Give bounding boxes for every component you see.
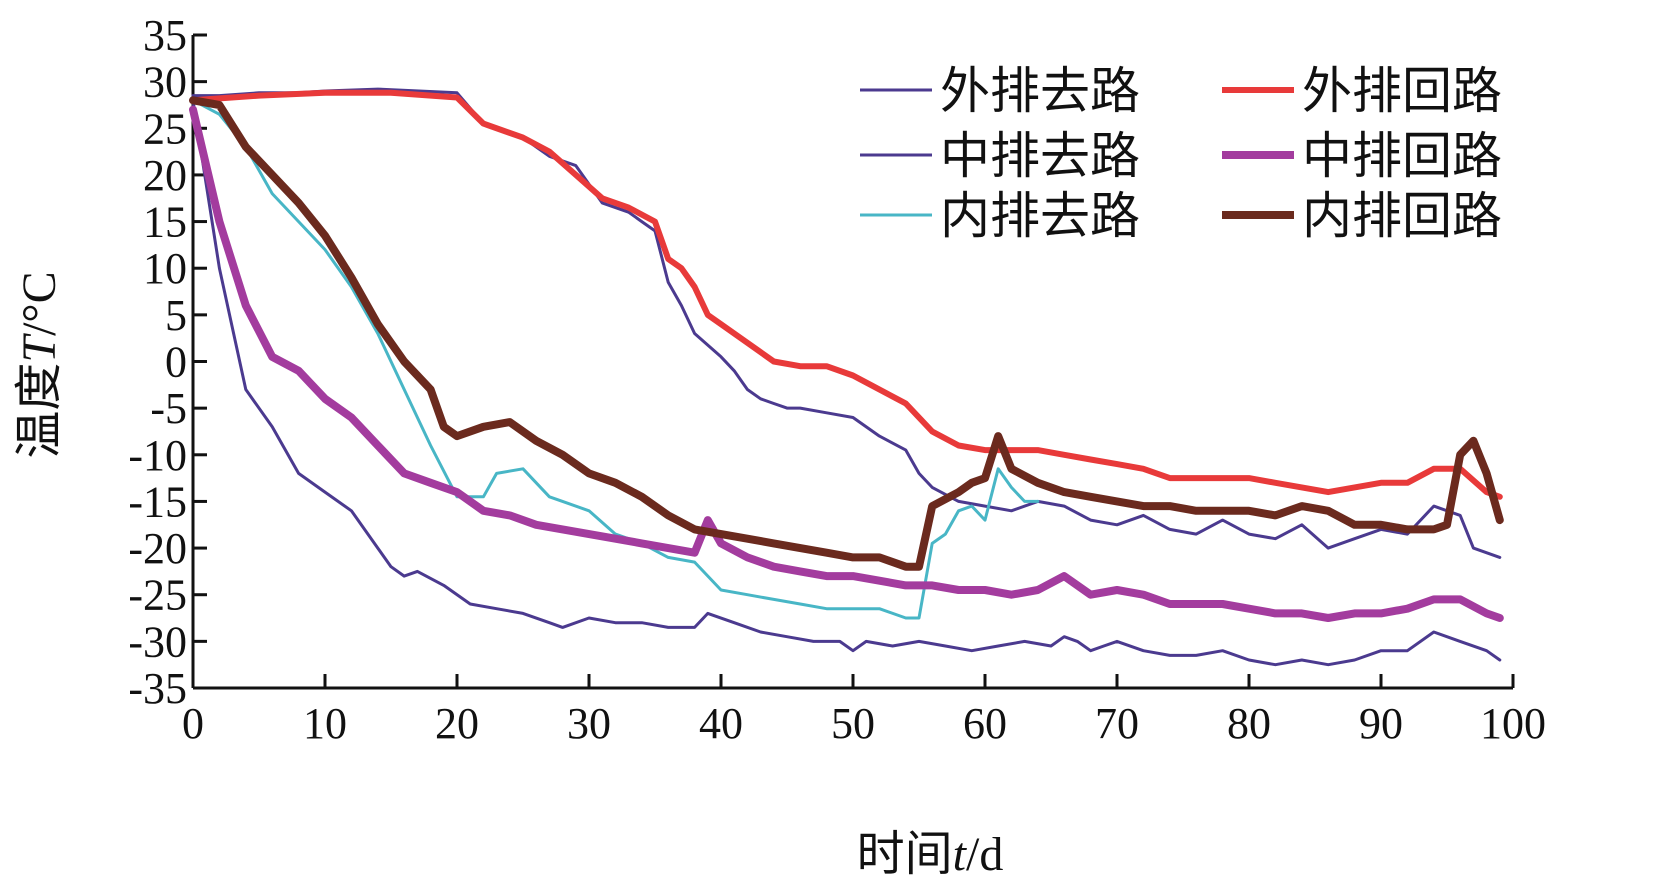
- x-axis-title: 时间t/d: [857, 828, 1004, 881]
- x-tick-label: 70: [1095, 699, 1139, 748]
- y-tick-label: 15: [143, 198, 187, 247]
- y-axis-title: 温度T/°C: [13, 271, 66, 458]
- series-line-3: [191, 98, 1040, 620]
- y-tick-label: -15: [128, 477, 187, 526]
- legend-label-2: 中排去路: [940, 128, 1140, 184]
- series-line-4: [190, 89, 1503, 500]
- series-line-5: [189, 105, 1504, 622]
- x-tick-label: 90: [1359, 699, 1403, 748]
- y-tick-label: -10: [128, 431, 187, 480]
- x-tick-label: 100: [1480, 699, 1546, 748]
- y-tick-label: 10: [143, 244, 187, 293]
- x-tick-label: 0: [182, 699, 204, 748]
- x-tick-label: 20: [435, 699, 479, 748]
- x-tick-label: 40: [699, 699, 743, 748]
- legend-label-4: 外排回路: [1302, 63, 1502, 119]
- y-tick-label: -30: [128, 617, 187, 666]
- y-tick-label: 5: [165, 291, 187, 340]
- y-tick-label: 20: [143, 151, 187, 200]
- y-tick-label: 0: [165, 338, 187, 387]
- x-tick-label: 60: [963, 699, 1007, 748]
- legend-label-5: 中排回路: [1302, 128, 1502, 184]
- y-tick-label: -20: [128, 524, 187, 573]
- x-tick-label: 80: [1227, 699, 1271, 748]
- y-tick-label: -35: [128, 664, 187, 713]
- x-tick-label: 30: [567, 699, 611, 748]
- series-line-2: [191, 98, 1502, 667]
- y-tick-label: 25: [143, 104, 187, 153]
- y-tick-label: 30: [143, 58, 187, 107]
- legend-label-6: 内排回路: [1302, 188, 1502, 244]
- series-lines: [189, 87, 1504, 667]
- x-tick-label: 50: [831, 699, 875, 748]
- legend-label-3: 内排去路: [940, 188, 1140, 244]
- series-line-6: [189, 96, 1504, 571]
- x-tick-label: 10: [303, 699, 347, 748]
- y-tick-label: -5: [150, 384, 187, 433]
- y-tick-label: 35: [143, 11, 187, 60]
- legend-label-1: 外排去路: [940, 63, 1140, 119]
- y-tick-label: -25: [128, 571, 187, 620]
